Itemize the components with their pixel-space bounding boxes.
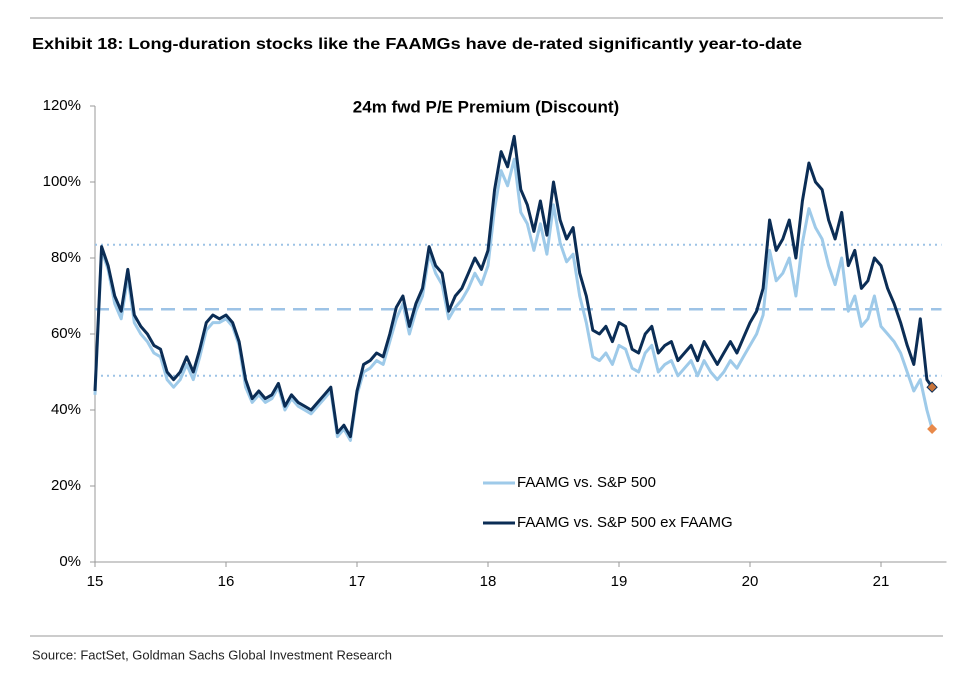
y-tick-label: 80% [51, 249, 81, 266]
y-tick-label: 100% [43, 173, 81, 190]
y-tick-label: 0% [59, 553, 81, 570]
exhibit-title: Exhibit 18: Long-duration stocks like th… [32, 36, 802, 53]
x-tick-label: 20 [742, 573, 759, 590]
end-marker [926, 381, 938, 393]
y-tick-label: 60% [51, 325, 81, 342]
x-tick-label: 17 [349, 573, 366, 590]
x-tick-label: 21 [873, 573, 890, 590]
end-marker [927, 424, 938, 434]
y-tick-label: 40% [51, 401, 81, 418]
x-tick-label: 16 [218, 573, 235, 590]
x-tick-label: 15 [87, 573, 104, 590]
legend-label: FAAMG vs. S&P 500 ex FAAMG [517, 514, 733, 531]
y-tick-label: 120% [43, 97, 81, 114]
x-tick-label: 18 [480, 573, 497, 590]
legend-label: FAAMG vs. S&P 500 [517, 474, 656, 491]
series-line [93, 157, 934, 442]
y-tick-label: 20% [51, 477, 81, 494]
chart-title: 24m fwd P/E Premium (Discount) [353, 97, 619, 116]
source-note: Source: FactSet, Goldman Sachs Global In… [32, 647, 392, 662]
x-tick-label: 19 [611, 573, 628, 590]
series-line [93, 134, 934, 439]
